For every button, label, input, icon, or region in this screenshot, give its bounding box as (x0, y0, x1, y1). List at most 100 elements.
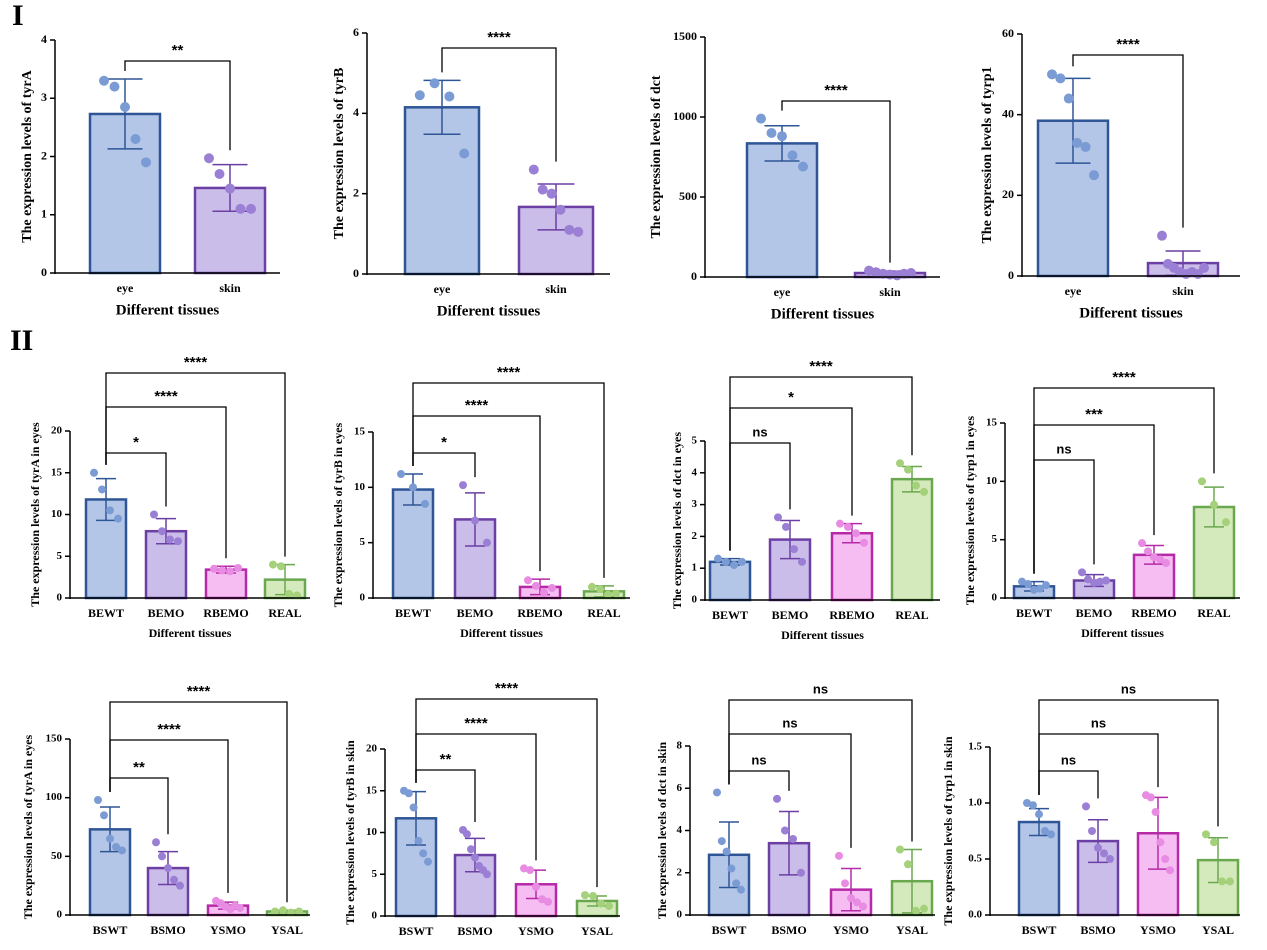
x-tick-label: skin (219, 281, 241, 295)
data-point (847, 894, 855, 903)
data-point (1096, 577, 1104, 586)
y-tick-label: 6 (353, 25, 359, 39)
data-point (782, 522, 790, 531)
data-point (114, 514, 122, 523)
data-point (912, 481, 920, 490)
significance-bracket (728, 770, 790, 791)
data-point (555, 204, 566, 215)
x-tick-label: BEWT (1016, 606, 1052, 620)
y-tick-label: 3 (692, 498, 698, 510)
y-tick-label: 2 (353, 185, 359, 199)
data-point (269, 560, 277, 569)
data-point (540, 588, 548, 597)
bar (890, 477, 934, 602)
x-tick-label: BSWT (93, 923, 128, 937)
significance-label: **** (487, 29, 511, 46)
data-point (548, 584, 556, 593)
x-tick-label: skin (879, 285, 901, 299)
data-point (524, 576, 532, 585)
data-point (459, 148, 470, 159)
significance-bracket (1033, 387, 1215, 574)
x-tick-label: BEMO (1076, 606, 1113, 620)
x-tick-label: eye (434, 282, 451, 296)
data-point (204, 153, 214, 164)
data-point (226, 567, 234, 576)
significance-label: **** (497, 364, 521, 381)
y-tick-label: 4 (41, 32, 47, 46)
significance-bracket (109, 701, 288, 903)
data-point (421, 499, 429, 508)
data-point (738, 557, 746, 566)
data-point (852, 529, 860, 538)
y-axis-label: The expression levels of dct in eyes (670, 432, 684, 609)
data-point (1084, 575, 1092, 584)
data-point (714, 554, 722, 563)
y-tick-label: 6 (677, 782, 683, 794)
data-point (98, 485, 106, 494)
data-point (526, 866, 534, 875)
data-point (164, 864, 172, 873)
data-point (295, 907, 303, 916)
data-point (285, 589, 293, 598)
significance-label: **** (1116, 36, 1140, 53)
data-point (404, 789, 413, 798)
data-point (1151, 807, 1160, 816)
y-tick-label: 0 (1008, 268, 1014, 282)
data-point (1030, 585, 1038, 594)
data-point (597, 899, 605, 908)
data-point (409, 803, 418, 812)
significance-label: * (788, 389, 794, 406)
data-point (170, 875, 178, 884)
data-point (920, 904, 928, 913)
data-point (1202, 830, 1210, 839)
significance-label: **** (464, 715, 488, 732)
significance-bracket (109, 777, 169, 835)
data-point (166, 535, 174, 544)
x-tick-label: YSAL (1202, 923, 1234, 937)
data-point (1035, 810, 1043, 819)
data-point (798, 161, 808, 172)
data-point (1041, 827, 1049, 835)
significance-bracket (728, 699, 913, 842)
data-point (596, 585, 604, 594)
data-point (1055, 73, 1066, 84)
data-point (730, 561, 738, 570)
x-tick-label: YSMO (210, 923, 246, 937)
x-tick-label: RBEMO (1131, 606, 1176, 620)
x-axis-label: Different tissues (460, 626, 543, 640)
y-axis-label: The expression levels of tyrB (332, 68, 347, 240)
data-point (471, 853, 479, 862)
x-tick-label: skin (1172, 284, 1194, 298)
data-point (844, 522, 852, 531)
y-tick-label: 20 (1002, 187, 1014, 201)
significance-label: *** (1085, 406, 1103, 423)
y-tick-label: 2 (677, 866, 683, 878)
data-point (906, 268, 916, 278)
data-point (528, 164, 539, 175)
data-point (174, 537, 182, 546)
data-point (459, 481, 467, 490)
data-point (722, 847, 731, 856)
significance-label: ns (752, 424, 767, 439)
data-point (271, 907, 279, 916)
data-point (94, 796, 102, 805)
x-tick-label: eye (774, 285, 791, 299)
data-point (1089, 170, 1099, 181)
x-tick-label: REAL (1197, 606, 1230, 620)
x-axis-label: Different tissues (771, 306, 875, 322)
significance-bracket (1038, 770, 1099, 799)
significance-bracket (415, 698, 598, 888)
y-tick-label: 0 (677, 909, 683, 921)
significance-bracket (781, 100, 891, 263)
data-point (717, 837, 726, 846)
y-tick-label: 0 (41, 265, 47, 279)
y-tick-label: 20 (366, 743, 378, 755)
data-point (781, 826, 789, 835)
data-point (589, 891, 597, 900)
data-point (1102, 576, 1110, 585)
y-tick-label: 0 (992, 592, 998, 604)
y-tick-label: 10 (366, 826, 378, 838)
data-point (612, 589, 620, 598)
data-point (1146, 793, 1155, 802)
